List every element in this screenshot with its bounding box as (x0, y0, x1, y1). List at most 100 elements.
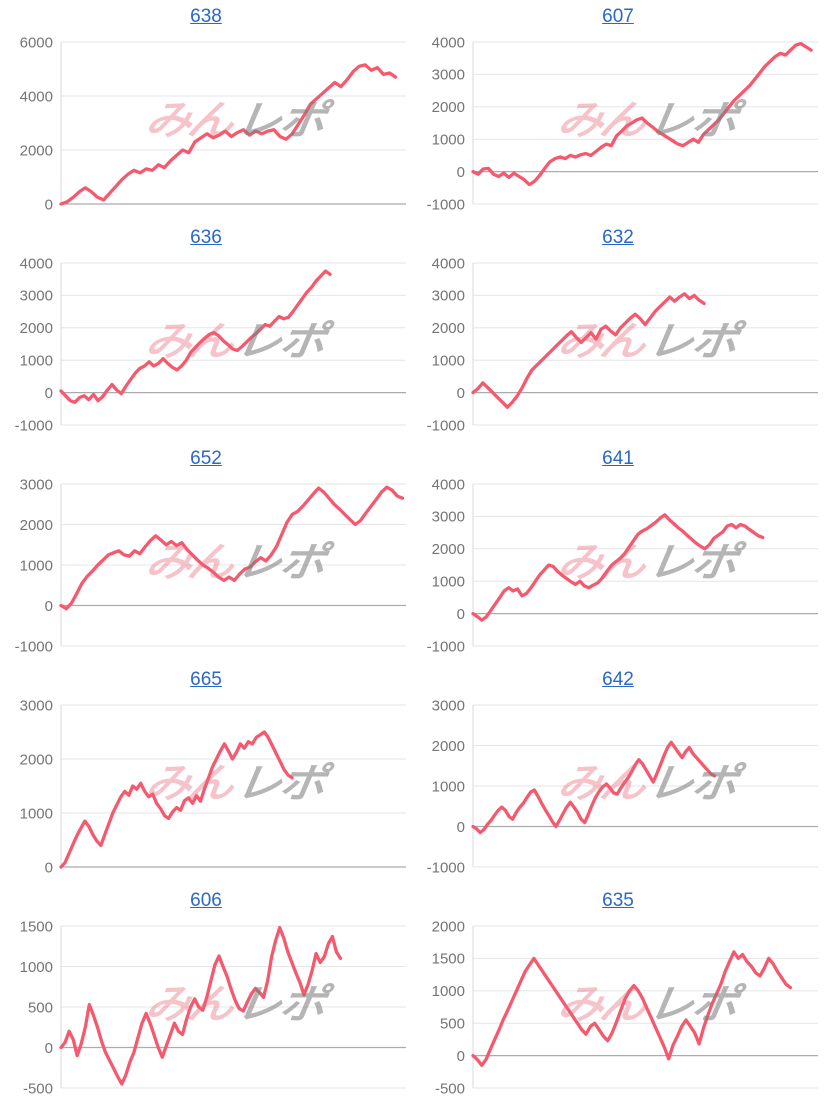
machine-number-link[interactable]: 641 (602, 448, 634, 469)
chart-cell: 652 3000 2000 1000 0 -1000 みんレポ (0, 442, 412, 663)
line-chart-svg: 2000 1500 1000 500 0 -500 (432, 918, 818, 1097)
svg-text:1000: 1000 (432, 778, 465, 795)
chart-title: 636 (0, 221, 412, 255)
line-chart-svg: 3000 2000 1000 0 -1000 (15, 476, 406, 655)
svg-text:2000: 2000 (432, 918, 465, 935)
svg-text:6000: 6000 (20, 34, 53, 51)
line-chart: 4000 3000 2000 1000 0 -1000 みんレポ (0, 255, 412, 442)
machine-number-link[interactable]: 638 (190, 6, 222, 27)
svg-text:2000: 2000 (20, 751, 53, 768)
svg-text:-1000: -1000 (427, 638, 465, 655)
svg-text:1000: 1000 (20, 557, 53, 574)
line-chart: 2000 1500 1000 500 0 -500 みんレポ (412, 918, 824, 1105)
svg-text:500: 500 (440, 1015, 465, 1032)
chart-title: 641 (412, 442, 824, 476)
chart-title: 665 (0, 663, 412, 697)
svg-text:-1000: -1000 (427, 196, 465, 213)
svg-text:0: 0 (45, 1040, 53, 1057)
machine-number-link[interactable]: 642 (602, 669, 634, 690)
svg-text:2000: 2000 (20, 320, 53, 337)
svg-text:2000: 2000 (432, 541, 465, 558)
svg-text:2000: 2000 (432, 738, 465, 755)
chart-title: 632 (412, 221, 824, 255)
svg-text:1000: 1000 (432, 352, 465, 369)
machine-number-link[interactable]: 665 (190, 669, 222, 690)
svg-text:4000: 4000 (20, 88, 53, 105)
svg-text:3000: 3000 (20, 697, 53, 714)
svg-text:3000: 3000 (20, 288, 53, 305)
svg-text:1000: 1000 (432, 131, 465, 148)
line-chart-svg: 4000 3000 2000 1000 0 -1000 (15, 255, 406, 434)
chart-title: 607 (412, 0, 824, 34)
chart-cell: 636 4000 3000 2000 1000 0 -1000 みんレポ (0, 221, 412, 442)
svg-text:1000: 1000 (432, 573, 465, 590)
chart-cell: 632 4000 3000 2000 1000 0 -1000 みんレポ (412, 221, 824, 442)
chart-title: 635 (412, 884, 824, 918)
svg-text:-1000: -1000 (427, 859, 465, 876)
svg-text:0: 0 (45, 196, 53, 213)
chart-cell: 638 6000 4000 2000 0 みんレポ (0, 0, 412, 221)
svg-text:3000: 3000 (432, 288, 465, 305)
line-chart-svg: 3000 2000 1000 0 (20, 697, 406, 876)
line-chart-svg: 6000 4000 2000 0 (20, 34, 406, 213)
machine-number-link[interactable]: 632 (602, 227, 634, 248)
line-chart-svg: 3000 2000 1000 0 -1000 (427, 697, 818, 876)
svg-text:1500: 1500 (432, 951, 465, 968)
chart-cell: 635 2000 1500 1000 500 0 -500 みんレポ (412, 884, 824, 1105)
svg-text:3000: 3000 (20, 476, 53, 493)
svg-text:4000: 4000 (432, 476, 465, 493)
svg-text:2000: 2000 (432, 99, 465, 116)
svg-text:1000: 1000 (20, 805, 53, 822)
svg-text:0: 0 (457, 606, 465, 623)
svg-text:-500: -500 (23, 1080, 53, 1097)
machine-number-link[interactable]: 636 (190, 227, 222, 248)
svg-text:-1000: -1000 (427, 417, 465, 434)
svg-text:1000: 1000 (432, 983, 465, 1000)
svg-text:1000: 1000 (20, 352, 53, 369)
svg-text:-1000: -1000 (15, 417, 53, 434)
svg-text:3000: 3000 (432, 67, 465, 84)
svg-text:0: 0 (45, 598, 53, 615)
svg-text:1500: 1500 (20, 918, 53, 935)
machine-number-link[interactable]: 652 (190, 448, 222, 469)
svg-text:0: 0 (45, 385, 53, 402)
line-chart: 4000 3000 2000 1000 0 -1000 みんレポ (412, 255, 824, 442)
svg-text:0: 0 (45, 859, 53, 876)
chart-cell: 607 4000 3000 2000 1000 0 -1000 みんレポ (412, 0, 824, 221)
svg-text:4000: 4000 (20, 255, 53, 272)
svg-text:0: 0 (457, 819, 465, 836)
line-chart: 3000 2000 1000 0 -1000 みんレポ (412, 697, 824, 884)
svg-text:0: 0 (457, 164, 465, 181)
machine-number-link[interactable]: 606 (190, 890, 222, 911)
line-chart-svg: 4000 3000 2000 1000 0 -1000 (427, 255, 818, 434)
chart-cell: 665 3000 2000 1000 0 みんレポ (0, 663, 412, 884)
svg-text:4000: 4000 (432, 255, 465, 272)
chart-title: 638 (0, 0, 412, 34)
line-chart: 4000 3000 2000 1000 0 -1000 みんレポ (412, 476, 824, 663)
line-chart: 4000 3000 2000 1000 0 -1000 みんレポ (412, 34, 824, 221)
chart-title: 642 (412, 663, 824, 697)
chart-cell: 641 4000 3000 2000 1000 0 -1000 みんレポ (412, 442, 824, 663)
svg-text:2000: 2000 (20, 142, 53, 159)
svg-text:2000: 2000 (20, 517, 53, 534)
line-chart: 1500 1000 500 0 -500 みんレポ (0, 918, 412, 1105)
svg-text:1000: 1000 (20, 959, 53, 976)
machine-number-link[interactable]: 635 (602, 890, 634, 911)
line-chart: 3000 2000 1000 0 -1000 みんレポ (0, 476, 412, 663)
svg-text:4000: 4000 (432, 34, 465, 51)
line-chart: 6000 4000 2000 0 みんレポ (0, 34, 412, 221)
chart-cell: 642 3000 2000 1000 0 -1000 みんレポ (412, 663, 824, 884)
chart-title: 606 (0, 884, 412, 918)
svg-text:0: 0 (457, 385, 465, 402)
chart-cell: 606 1500 1000 500 0 -500 みんレポ (0, 884, 412, 1105)
svg-text:3000: 3000 (432, 697, 465, 714)
svg-text:-1000: -1000 (15, 638, 53, 655)
svg-text:500: 500 (28, 999, 53, 1016)
machine-number-link[interactable]: 607 (602, 6, 634, 27)
line-chart-svg: 4000 3000 2000 1000 0 -1000 (427, 476, 818, 655)
svg-text:2000: 2000 (432, 320, 465, 337)
chart-title: 652 (0, 442, 412, 476)
line-chart-svg: 1500 1000 500 0 -500 (20, 918, 406, 1097)
svg-text:3000: 3000 (432, 509, 465, 526)
